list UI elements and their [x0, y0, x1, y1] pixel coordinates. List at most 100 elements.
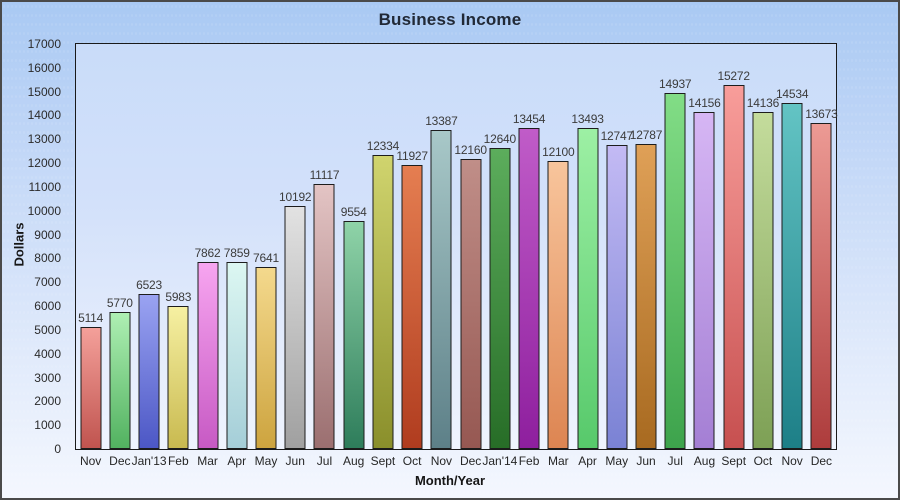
x-tick-label: Jul	[316, 454, 333, 468]
bar[interactable]	[372, 155, 394, 449]
y-tick-label: 10000	[27, 203, 61, 218]
bar-slot-jun-19: 12787	[629, 44, 663, 449]
bar[interactable]	[752, 112, 774, 449]
bar-value-label: 9554	[340, 205, 367, 220]
bar-value-label: 14937	[659, 77, 692, 92]
y-tick-label: 8000	[34, 251, 61, 266]
bar-value-label: 13387	[425, 114, 458, 129]
bar-value-label: 10192	[279, 190, 312, 205]
bar[interactable]	[255, 266, 277, 449]
bar-value-label: 12160	[454, 143, 487, 158]
bar[interactable]	[430, 130, 452, 449]
bar-value-label: 15272	[717, 69, 750, 84]
bar[interactable]	[109, 311, 131, 449]
bar[interactable]	[810, 123, 832, 449]
bar-slot-jan13-2: 6523	[134, 44, 163, 449]
bar-slot-sept-10: 12334	[366, 44, 400, 449]
y-tick-label: 9000	[34, 227, 61, 242]
y-tick-label: 1000	[34, 418, 61, 433]
bar-value-label: 13493	[571, 111, 604, 126]
bar[interactable]	[343, 221, 365, 449]
bar[interactable]	[401, 164, 423, 449]
bar[interactable]	[635, 144, 657, 449]
y-tick-label: 2000	[34, 394, 61, 409]
bar[interactable]	[547, 160, 569, 449]
bar-slot-dec-25: 13673	[805, 44, 838, 449]
bar-value-label: 11927	[396, 148, 428, 163]
x-tick-label: Dec	[459, 454, 482, 468]
y-tick-label: 4000	[34, 346, 61, 361]
bar-slot-feb-3: 5983	[164, 44, 193, 449]
y-tick-label: 13000	[27, 132, 61, 147]
bar-value-label: 7641	[253, 250, 279, 265]
bar-slot-jan14-14: 12640	[484, 44, 516, 449]
x-tick-label: Aug	[693, 454, 716, 468]
bar[interactable]	[693, 111, 715, 449]
x-tick-label: Mar	[197, 454, 218, 468]
bar-value-label: 5114	[78, 311, 104, 326]
x-tick-label: May	[254, 454, 278, 468]
bar-value-label: 7859	[223, 245, 250, 260]
bar-slot-may-6: 7641	[251, 44, 280, 449]
x-tick-label: Jun	[636, 454, 656, 468]
bar-slot-nov-0: 5114	[76, 44, 105, 449]
bar-slot-mar-4: 7862	[193, 44, 222, 449]
bar-value-label: 14136	[746, 96, 780, 111]
bar-slot-jun-7: 10192	[279, 44, 312, 449]
bar-value-label: 12747	[600, 129, 634, 144]
x-tick-label: Apr	[227, 454, 247, 468]
y-tick-label: 16000	[27, 60, 61, 75]
bar[interactable]	[80, 327, 102, 449]
y-tick-label: 11000	[28, 179, 61, 194]
x-tick-label: Oct	[753, 454, 773, 468]
bar-slot-aug-9: 9554	[339, 44, 368, 449]
y-tick-label: 12000	[27, 156, 61, 171]
bar-slot-oct-23: 14136	[746, 44, 780, 449]
bar[interactable]	[518, 128, 540, 449]
x-tick-label: Mar	[547, 454, 569, 468]
bar[interactable]	[606, 145, 628, 449]
bar-slot-nov-24: 14534	[776, 44, 809, 449]
y-tick-label: 0	[54, 442, 61, 456]
x-tick-label: Feb	[167, 454, 189, 468]
bar-value-label: 12334	[366, 139, 400, 154]
y-tick-label: 14000	[27, 108, 61, 123]
bar[interactable]	[284, 206, 306, 449]
bar[interactable]	[226, 261, 248, 449]
bar[interactable]	[197, 261, 219, 449]
x-axis-tick-labels: Nov Dec Jan'13 Feb Mar Apr May Jun Jul Aug Sept Oct…	[76, 454, 836, 470]
bar[interactable]	[460, 159, 482, 449]
x-tick-label: Sept	[721, 454, 747, 468]
x-tick-label: Jan'13	[131, 454, 167, 468]
y-tick-label: 7000	[34, 275, 61, 290]
x-tick-label: Nov	[430, 454, 453, 468]
bar[interactable]	[781, 102, 803, 449]
bar[interactable]	[138, 293, 160, 449]
x-tick-label: Oct	[402, 454, 422, 468]
y-axis-tick-labels: 0 1000 2000 3000 4000 5000 6000 7000 8000 9000 100…	[2, 37, 68, 456]
x-tick-label: Dec	[109, 454, 131, 468]
y-tick-label: 5000	[34, 322, 61, 337]
bar[interactable]	[313, 184, 335, 449]
bar[interactable]	[489, 147, 511, 449]
bar-value-label: 6523	[136, 277, 163, 292]
bar[interactable]	[723, 85, 745, 449]
bar[interactable]	[664, 93, 686, 449]
bar-slot-apr-17: 13493	[571, 44, 604, 449]
bar-slot-may-18: 12747	[600, 44, 634, 449]
bar[interactable]	[167, 306, 189, 449]
bar-slot-feb-15: 13454	[513, 44, 545, 449]
bar-slot-dec-1: 5770	[105, 44, 134, 449]
y-tick-label: 15000	[27, 84, 61, 99]
x-tick-label: Jan'14	[482, 454, 518, 468]
x-tick-label: Apr	[578, 454, 597, 468]
bar[interactable]	[577, 127, 599, 449]
bar-slot-dec-13: 12160	[454, 44, 487, 449]
x-tick-label: Sept	[370, 454, 396, 468]
bar-slot-jul-20: 14937	[659, 44, 692, 449]
x-tick-label: Nov	[79, 454, 102, 468]
bar-value-label: 12787	[629, 128, 663, 143]
plot-area: 5114 5770 6523 5983 7862 7859 7641 10192 11117 95…	[75, 43, 838, 450]
y-tick-label: 6000	[34, 299, 61, 314]
